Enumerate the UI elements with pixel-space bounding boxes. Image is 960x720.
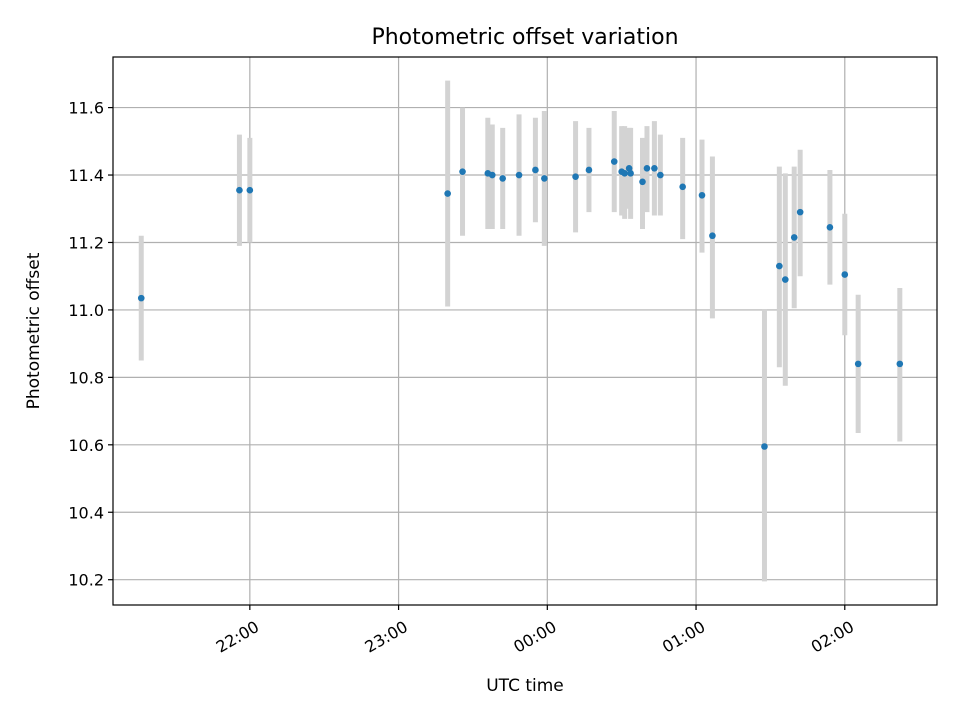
y-axis-ticks: 10.2 10.4 10.6 10.8 11.0 11.2 11.4 11.6 — [68, 99, 113, 590]
data-point — [625, 164, 633, 172]
data-point — [657, 171, 664, 179]
data-point — [781, 276, 789, 283]
data-point — [790, 234, 798, 241]
data-point — [515, 171, 523, 179]
y-tick-label: 11.2 — [68, 233, 104, 252]
data-point — [698, 191, 706, 199]
data-point — [610, 158, 618, 165]
y-tick-label: 11.4 — [68, 166, 104, 185]
data-point — [854, 360, 862, 368]
data-point — [541, 175, 548, 182]
y-tick-label: 11.6 — [68, 99, 104, 118]
data-points — [137, 158, 904, 450]
data-point — [643, 164, 651, 172]
data-point — [444, 190, 451, 197]
data-point — [651, 164, 658, 172]
data-point — [532, 166, 539, 174]
data-point — [709, 232, 716, 240]
data-point — [796, 208, 804, 216]
y-tick-label: 10.2 — [68, 571, 104, 590]
data-point — [236, 186, 243, 194]
data-point — [488, 171, 496, 179]
data-point — [627, 170, 634, 177]
y-tick-label: 10.6 — [68, 436, 104, 455]
data-point — [499, 175, 506, 182]
data-point — [639, 178, 646, 186]
data-point — [137, 294, 145, 302]
data-point — [776, 262, 783, 270]
plot-frame — [112, 56, 938, 606]
data-point — [679, 183, 686, 191]
data-point — [585, 166, 593, 174]
data-point — [459, 168, 466, 175]
y-tick-label: 10.4 — [68, 503, 104, 522]
data-point — [246, 186, 254, 194]
y-axis-label: Photometric offset — [24, 252, 44, 409]
data-point — [572, 173, 579, 181]
data-point — [621, 170, 628, 177]
x-axis-label: UTC time — [486, 676, 564, 696]
data-point — [826, 224, 834, 231]
data-point — [841, 271, 849, 278]
chart-title: Photometric offset variation — [371, 25, 678, 50]
data-point — [896, 360, 904, 368]
y-tick-label: 10.8 — [68, 368, 104, 387]
data-point — [761, 443, 768, 450]
y-tick-label: 11.0 — [68, 301, 104, 320]
